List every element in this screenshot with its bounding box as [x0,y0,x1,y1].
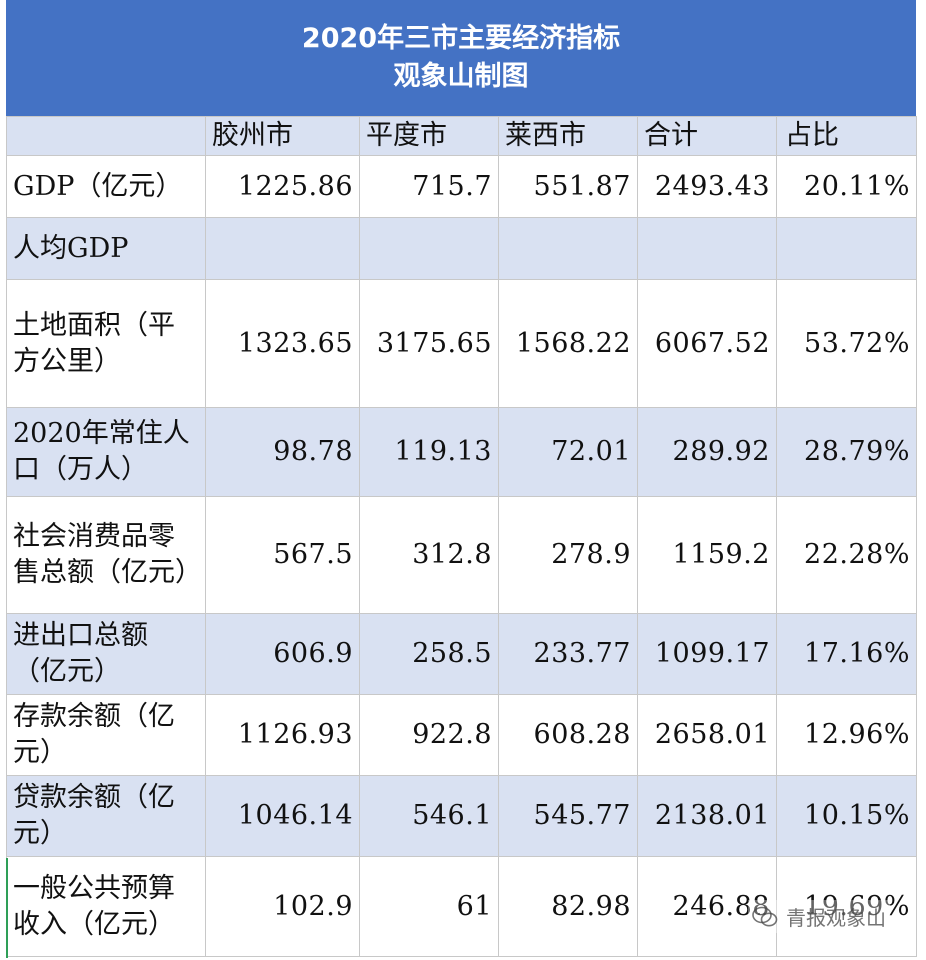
row-label[interactable]: 存款余额（亿元） [6,694,206,776]
cell-jiaozhou[interactable]: 102.9 [205,856,360,957]
row-label[interactable]: 社会消费品零售总额（亿元） [6,496,206,614]
cell-jiaozhou[interactable]: 1323.65 [205,279,360,408]
cell-share[interactable]: 28.79% [776,407,917,497]
cell-total[interactable]: 1159.2 [637,496,777,614]
cell-pingdu[interactable]: 922.8 [359,694,499,776]
cell-pingdu[interactable]: 61 [359,856,499,957]
row-label[interactable]: 人均GDP [6,217,206,280]
watermark-text: 青报观象山 [786,906,886,930]
cell-laixi[interactable]: 608.28 [498,694,638,776]
cell-share[interactable]: 19.69% [776,856,917,957]
table-row: 进出口总额（亿元） 606.9 258.5 233.77 1099.17 17.… [6,613,917,695]
title-line-2: 观象山制图 [393,61,529,92]
table-row: 社会消费品零售总额（亿元） 567.5 312.8 278.9 1159.2 2… [6,496,917,614]
table-row: 一般公共预算收入（亿元） 102.9 61 82.98 246.88 19.69… [6,856,917,957]
table-row: 贷款余额（亿元） 1046.14 546.1 545.77 2138.01 10… [6,775,917,857]
indicator-table: 胶州市 平度市 莱西市 合计 占比 GDP（亿元） 1225.86 715.7 … [6,116,917,957]
cell-total[interactable]: 2493.43 [637,155,777,218]
cell-share[interactable]: 12.96% [776,694,917,776]
cell-share[interactable]: 53.72% [776,279,917,408]
cell-share[interactable]: 22.28% [776,496,917,614]
row-label[interactable]: 一般公共预算收入（亿元） [6,856,206,957]
cell-total[interactable] [637,217,777,280]
row-label[interactable]: 进出口总额（亿元） [6,613,206,695]
title-line-1: 2020年三市主要经济指标 [301,23,621,54]
cell-pingdu[interactable]: 312.8 [359,496,499,614]
cell-share[interactable]: 10.15% [776,775,917,857]
cell-laixi[interactable]: 233.77 [498,613,638,695]
cell-pingdu[interactable]: 546.1 [359,775,499,857]
watermark: 青报观象山 [748,900,890,933]
table-row: 2020年常住人口（万人） 98.78 119.13 72.01 289.92 … [6,407,917,497]
header-cell-jiaozhou[interactable]: 胶州市 [205,116,360,156]
row-label[interactable]: GDP（亿元） [6,155,206,218]
cell-pingdu[interactable]: 3175.65 [359,279,499,408]
cell-total[interactable]: 1099.17 [637,613,777,695]
header-cell-blank[interactable] [6,116,206,156]
table-title: 2020年三市主要经济指标 观象山制图 [6,0,916,116]
cell-laixi[interactable]: 551.87 [498,155,638,218]
selection-edge-marker [6,858,8,958]
table-row: 存款余额（亿元） 1126.93 922.8 608.28 2658.01 12… [6,694,917,776]
header-row: 胶州市 平度市 莱西市 合计 占比 [6,116,917,156]
header-cell-share[interactable]: 占比 [776,116,917,156]
cell-total[interactable]: 6067.52 [637,279,777,408]
cell-pingdu[interactable]: 258.5 [359,613,499,695]
cell-jiaozhou[interactable]: 567.5 [205,496,360,614]
cell-laixi[interactable]: 82.98 [498,856,638,957]
cell-total[interactable]: 246.88 [637,856,777,957]
cell-laixi[interactable] [498,217,638,280]
cell-share[interactable]: 17.16% [776,613,917,695]
cell-jiaozhou[interactable]: 98.78 [205,407,360,497]
cell-jiaozhou[interactable]: 1225.86 [205,155,360,218]
cell-total[interactable]: 2138.01 [637,775,777,857]
cell-share[interactable] [776,217,917,280]
cell-pingdu[interactable] [359,217,499,280]
header-cell-laixi[interactable]: 莱西市 [498,116,638,156]
cell-total[interactable]: 2658.01 [637,694,777,776]
table-row: 人均GDP [6,217,917,280]
cell-jiaozhou[interactable]: 1046.14 [205,775,360,857]
table-row: 土地面积（平方公里） 1323.65 3175.65 1568.22 6067.… [6,279,917,408]
cell-jiaozhou[interactable]: 606.9 [205,613,360,695]
row-label[interactable]: 贷款余额（亿元） [6,775,206,857]
cell-laixi[interactable]: 72.01 [498,407,638,497]
cell-laixi[interactable]: 278.9 [498,496,638,614]
table-row: GDP（亿元） 1225.86 715.7 551.87 2493.43 20.… [6,155,917,218]
cell-jiaozhou[interactable] [205,217,360,280]
cell-jiaozhou[interactable]: 1126.93 [205,694,360,776]
header-cell-pingdu[interactable]: 平度市 [359,116,499,156]
cell-total[interactable]: 289.92 [637,407,777,497]
cell-laixi[interactable]: 1568.22 [498,279,638,408]
cell-pingdu[interactable]: 119.13 [359,407,499,497]
row-label[interactable]: 2020年常住人口（万人） [6,407,206,497]
header-cell-total[interactable]: 合计 [637,116,777,156]
cell-pingdu[interactable]: 715.7 [359,155,499,218]
cell-laixi[interactable]: 545.77 [498,775,638,857]
cell-share[interactable]: 20.11% [776,155,917,218]
wechat-icon [752,906,778,928]
row-label[interactable]: 土地面积（平方公里） [6,279,206,408]
